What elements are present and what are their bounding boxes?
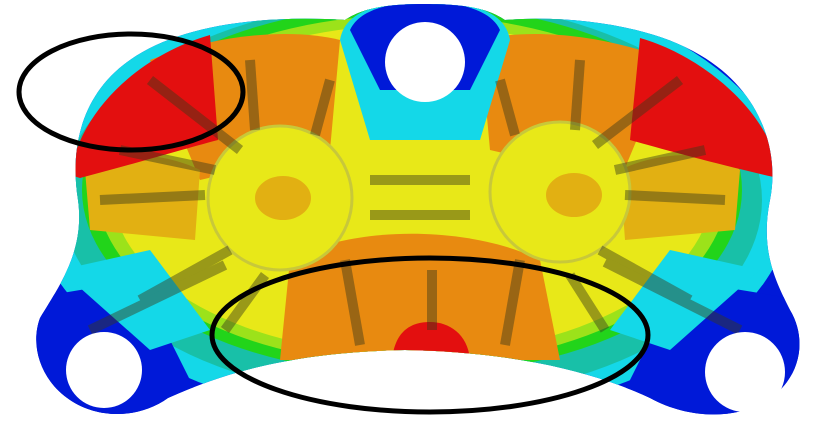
right-boss [488,120,632,264]
left-hole [66,332,142,408]
right-hole [705,332,785,412]
ribs [87,59,743,346]
top-hole [385,22,465,102]
highlight-ellipse-upper-left [16,31,246,153]
left-boss [206,124,354,272]
highlight-ellipse-bottom [209,255,651,415]
